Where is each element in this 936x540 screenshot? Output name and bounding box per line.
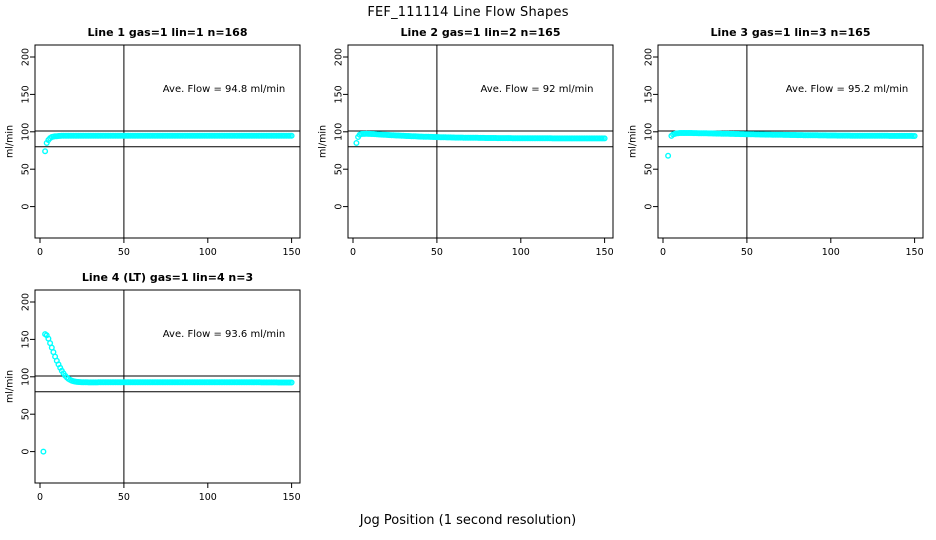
reference-lines: [35, 290, 300, 483]
y-axis-unit-label: ml/min: [318, 125, 329, 158]
svg-text:100: 100: [21, 368, 32, 386]
y-axis-unit-label: ml/min: [5, 370, 16, 403]
x-axis-ticks: 0 50 100 150: [660, 238, 924, 258]
svg-text:50: 50: [431, 247, 443, 258]
svg-text:50: 50: [21, 163, 32, 175]
data-points: [40, 331, 295, 455]
svg-text:0: 0: [644, 204, 655, 210]
panel-line-2: 0 50 100 150 0 50 100 150 200 ml/min Line 2 gas=1…: [313, 20, 625, 272]
data-points: [42, 132, 295, 155]
svg-text:100: 100: [334, 123, 345, 141]
svg-text:150: 150: [283, 247, 301, 258]
panel-line-3-title: Line 3 gas=1 lin=3 n=165: [710, 26, 871, 39]
x-axis-ticks: 0 50 100 150: [37, 238, 301, 258]
svg-text:0: 0: [350, 247, 356, 258]
svg-text:100: 100: [822, 247, 840, 258]
svg-text:200: 200: [21, 293, 32, 311]
panel-line-3: 0 50 100 150 0 50 100 150 200 ml/min Line 3 gas=1…: [623, 20, 935, 272]
svg-text:150: 150: [906, 247, 924, 258]
svg-text:50: 50: [118, 247, 130, 258]
data-points: [665, 129, 918, 159]
svg-text:0: 0: [334, 204, 345, 210]
svg-text:0: 0: [21, 449, 32, 455]
x-axis-ticks: 0 50 100 150: [350, 238, 614, 258]
svg-text:100: 100: [644, 123, 655, 141]
svg-text:0: 0: [21, 204, 32, 210]
panel-line-4-plot: 0 50 100 150 0 50 100 150 200 ml/min: [5, 289, 301, 503]
data-points: [353, 130, 608, 146]
y-axis-ticks: 0 50 100 150 200: [334, 48, 348, 210]
reference-lines: [658, 45, 923, 238]
svg-text:150: 150: [283, 492, 301, 503]
panel-line-1: 0 50 100 150 0 50 100 150 200 ml/min Line 1 gas=1…: [0, 20, 312, 272]
svg-text:200: 200: [21, 48, 32, 66]
page-title: FEF_111114 Line Flow Shapes: [367, 5, 569, 20]
svg-text:150: 150: [334, 85, 345, 103]
svg-text:50: 50: [21, 408, 32, 420]
svg-text:150: 150: [21, 330, 32, 348]
panel-line-3-plot: 0 50 100 150 0 50 100 150 200 ml/min: [628, 44, 924, 258]
plot-frame: [657, 44, 924, 239]
panel-line-1-ave-flow-annotation: Ave. Flow = 94.8 ml/min: [162, 84, 286, 95]
svg-text:100: 100: [199, 247, 217, 258]
svg-text:0: 0: [37, 492, 43, 503]
svg-text:200: 200: [334, 48, 345, 66]
panel-line-2-plot: 0 50 100 150 0 50 100 150 200 ml/min: [318, 44, 614, 258]
panel-line-4: 0 50 100 150 0 50 100 150 200 ml/min Line 4 (LT) …: [0, 265, 312, 517]
y-axis-unit-label: ml/min: [628, 125, 639, 158]
svg-text:50: 50: [334, 163, 345, 175]
svg-text:0: 0: [660, 247, 666, 258]
svg-text:0: 0: [37, 247, 43, 258]
panel-line-4-title: Line 4 (LT) gas=1 lin=4 n=3: [81, 271, 254, 284]
svg-text:50: 50: [644, 163, 655, 175]
y-axis-ticks: 0 50 100 150 200: [21, 48, 35, 210]
y-axis-ticks: 0 50 100 150 200: [21, 293, 35, 455]
reference-lines: [35, 45, 300, 238]
svg-text:100: 100: [199, 492, 217, 503]
svg-text:50: 50: [741, 247, 753, 258]
svg-text:150: 150: [644, 85, 655, 103]
x-axis-ticks: 0 50 100 150: [37, 483, 301, 503]
panel-line-1-plot: 0 50 100 150 0 50 100 150 200 ml/min: [5, 44, 301, 258]
y-axis-ticks: 0 50 100 150 200: [644, 48, 658, 210]
panel-line-1-title: Line 1 gas=1 lin=1 n=168: [87, 26, 248, 39]
panel-line-2-title: Line 2 gas=1 lin=2 n=165: [400, 26, 561, 39]
plot-frame: [347, 44, 614, 239]
reference-lines: [348, 45, 613, 238]
svg-text:150: 150: [596, 247, 614, 258]
svg-text:100: 100: [21, 123, 32, 141]
x-axis-label: Jog Position (1 second resolution): [359, 513, 577, 528]
y-axis-unit-label: ml/min: [5, 125, 16, 158]
svg-text:150: 150: [21, 85, 32, 103]
svg-text:50: 50: [118, 492, 130, 503]
svg-text:200: 200: [644, 48, 655, 66]
svg-text:100: 100: [512, 247, 530, 258]
plot-frame: [34, 289, 301, 484]
panel-line-2-ave-flow-annotation: Ave. Flow = 92 ml/min: [480, 84, 594, 95]
panel-line-4-ave-flow-annotation: Ave. Flow = 93.6 ml/min: [162, 329, 286, 340]
panel-line-3-ave-flow-annotation: Ave. Flow = 95.2 ml/min: [785, 84, 909, 95]
plot-frame: [34, 44, 301, 239]
